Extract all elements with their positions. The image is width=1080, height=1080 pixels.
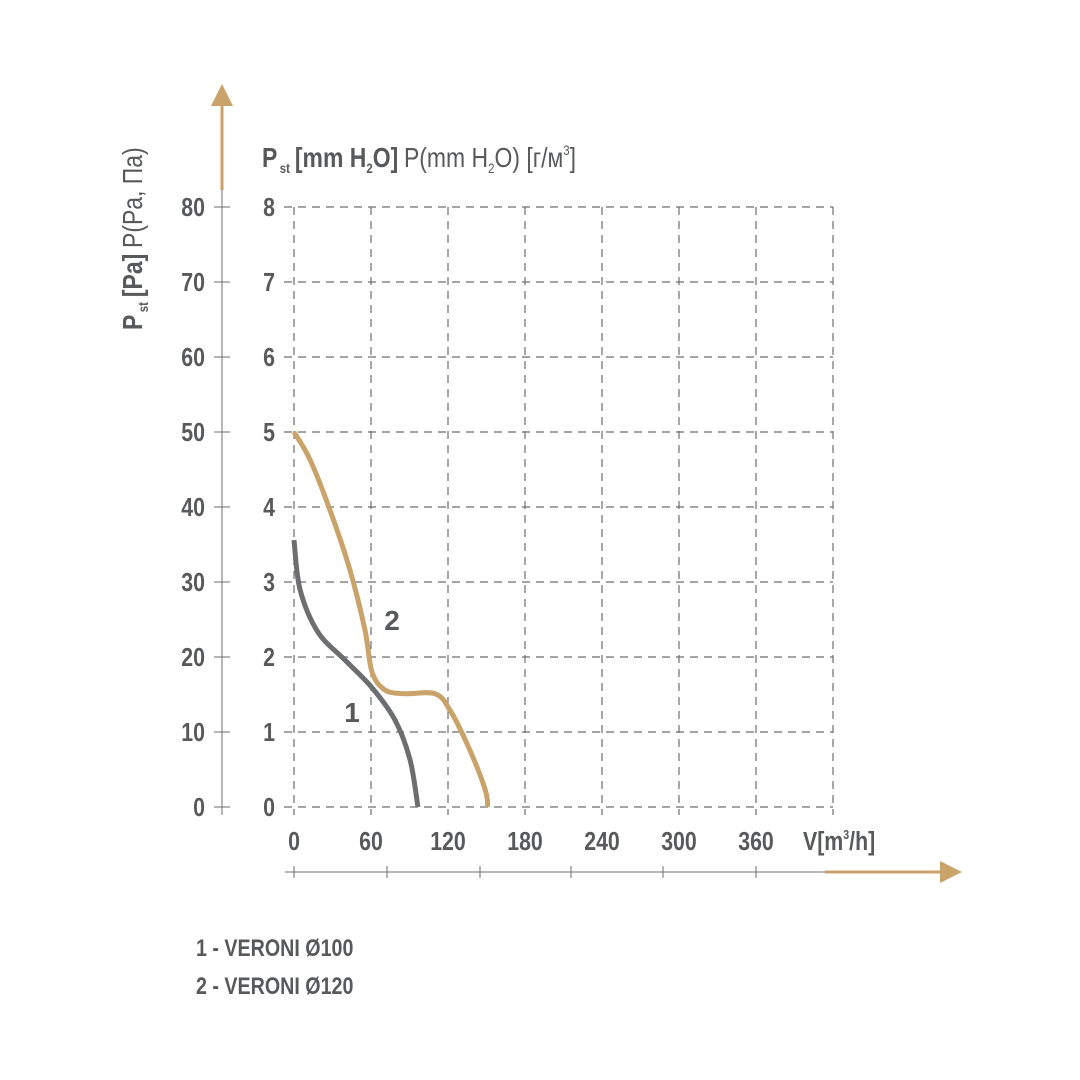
x-tick-label: 180: [507, 827, 543, 857]
y-tick-label-mm: 1: [263, 718, 275, 748]
y-tick-label-mm: 4: [263, 493, 276, 523]
y-tick-label-pa: 0: [193, 793, 205, 823]
y-tick-label-pa: 80: [181, 193, 205, 223]
legend-item-1: 1 - VERONI Ø100: [196, 934, 353, 961]
y-tick-label-pa: 60: [181, 343, 205, 373]
legend-item-2: 2 - VERONI Ø120: [196, 972, 353, 999]
series-line-1: [291, 539, 421, 808]
y-axis-arrow-head: [211, 84, 233, 106]
x-tick-label: 240: [584, 827, 620, 857]
series-label-2: 2: [384, 605, 400, 636]
y-tick-label-mm: 0: [263, 793, 275, 823]
y-tick-label-mm: 8: [263, 193, 275, 223]
x-tick-label: 300: [661, 827, 697, 857]
x-tick-label: 60: [359, 827, 383, 857]
axes: [211, 84, 962, 883]
y-tick-label-pa: 40: [181, 493, 205, 523]
y-tick-label-pa: 50: [181, 418, 205, 448]
y-tick-label-mm: 5: [263, 418, 275, 448]
y-tick-label-mm: 3: [263, 568, 275, 598]
y-tick-label-mm: 7: [263, 268, 275, 298]
y-tick-label-pa: 70: [181, 268, 205, 298]
x-tick-label: 360: [738, 827, 774, 857]
grid: [284, 206, 834, 815]
x-axis-label: V[m3/h]: [803, 827, 875, 857]
tick-labels: 0 010 120 230 340 450 560 670 780 80 60 120 180 240 30…: [181, 193, 774, 878]
x-tick-label: 120: [430, 827, 466, 857]
y-tick-label-pa: 30: [181, 568, 205, 598]
y-tick-label-mm: 2: [263, 643, 275, 673]
series-label-1: 1: [344, 697, 360, 728]
y-tick-label-pa: 20: [181, 643, 205, 673]
y-axis-label: Pst[Pa]P(Pa, Па): [118, 147, 151, 330]
series-line-2: [291, 430, 491, 808]
y-tick-label-mm: 6: [263, 343, 275, 373]
series: 12: [291, 430, 491, 808]
x-tick-label: 0: [288, 827, 300, 857]
x-axis-arrow-head: [940, 861, 962, 883]
y-tick-label-pa: 10: [181, 718, 205, 748]
